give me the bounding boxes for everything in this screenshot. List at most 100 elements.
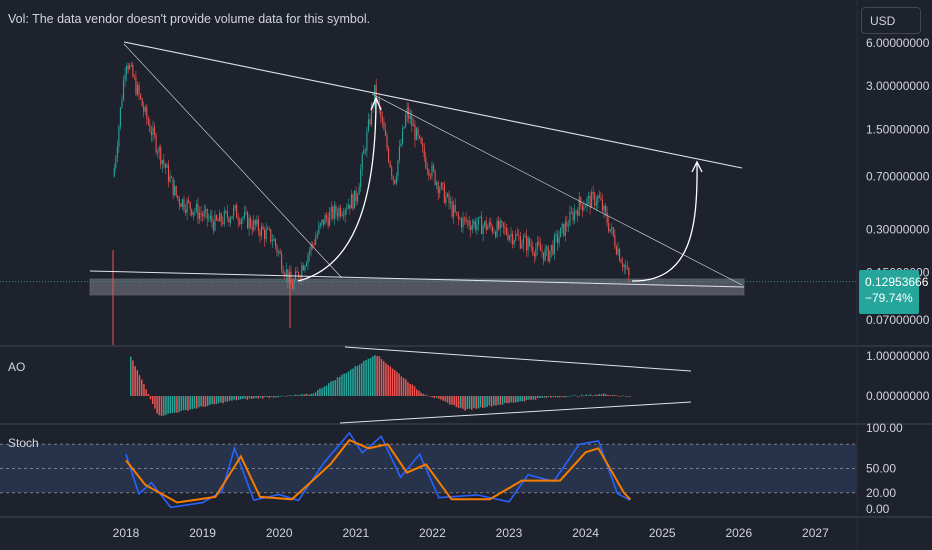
ao-bar	[473, 396, 475, 409]
ao-bar	[259, 396, 262, 398]
ao-bar	[446, 396, 449, 403]
ao-bar	[295, 394, 297, 396]
time-axis-tick: 2018	[113, 526, 140, 540]
candle-body	[609, 229, 611, 232]
ao-bar	[543, 396, 546, 398]
candle-body	[279, 251, 281, 254]
candle-body	[312, 243, 314, 245]
candle-body	[465, 218, 467, 222]
candle-body	[598, 195, 600, 198]
ao-bar	[420, 392, 422, 396]
ao-bar	[174, 396, 176, 413]
candle-body	[234, 205, 236, 209]
candle-body	[510, 233, 512, 236]
candle-body	[205, 208, 207, 212]
ao-bar	[475, 396, 477, 409]
candle-body	[580, 197, 582, 205]
ao-bar	[457, 396, 460, 409]
ao-bar	[248, 396, 251, 399]
candle-body	[361, 154, 363, 170]
ao-bar	[321, 388, 323, 396]
ao-bar	[466, 396, 469, 409]
currency-button[interactable]: USD	[861, 7, 921, 34]
ao-bar	[314, 392, 317, 396]
candle-body	[414, 124, 416, 140]
ao-bar	[306, 393, 308, 396]
ao-bar	[303, 394, 306, 396]
candle-body	[611, 227, 613, 230]
candle-body	[422, 143, 424, 147]
candle-body	[157, 151, 159, 153]
ao-bar	[493, 396, 495, 406]
candle-body	[276, 245, 278, 253]
candle-body	[432, 165, 435, 171]
candle-body	[202, 214, 204, 217]
ao-bar	[453, 396, 455, 406]
ao-bar	[323, 386, 326, 396]
ao-bar	[136, 370, 139, 396]
candle-body	[253, 220, 255, 231]
volume-note: Vol: The data vendor doesn't provide vol…	[8, 12, 371, 26]
candle-body	[212, 222, 214, 231]
ao-bar	[361, 363, 363, 396]
candle-body	[543, 252, 545, 261]
ao-bar	[244, 396, 246, 399]
ao-bar	[600, 394, 603, 396]
ao-bar	[204, 396, 207, 407]
candle-body	[476, 224, 478, 230]
candle-body	[615, 246, 617, 255]
candle-body	[330, 207, 332, 213]
candle-body	[153, 127, 156, 135]
candle-body	[597, 195, 599, 203]
candle-body	[192, 212, 194, 216]
ao-bar	[332, 380, 334, 396]
candle-body	[343, 214, 345, 216]
candle-body	[577, 211, 579, 216]
candle-body	[304, 266, 306, 271]
candle-body	[561, 223, 563, 228]
candle-body	[541, 250, 543, 253]
candle-body	[352, 194, 354, 209]
ao-bar	[152, 396, 154, 405]
candle-body	[394, 180, 396, 184]
candle-body	[316, 233, 318, 238]
candle-body	[349, 204, 351, 209]
ao-bar	[264, 396, 266, 398]
candle-body	[552, 244, 554, 255]
candle-body	[259, 231, 261, 237]
candle-body	[595, 202, 597, 206]
candle-body	[248, 217, 250, 229]
ao-bar	[134, 366, 136, 396]
candle-body	[603, 205, 605, 211]
ao-bar	[484, 396, 486, 408]
candle-body	[327, 218, 329, 226]
candle-body	[530, 245, 532, 247]
candle-body	[225, 211, 227, 213]
candle-body	[254, 220, 256, 225]
ao-bar	[429, 396, 431, 397]
ao-bar	[226, 396, 229, 402]
candle-body	[347, 204, 349, 209]
ao-bar	[576, 396, 579, 397]
ao-bar	[328, 383, 330, 396]
ao-bar	[257, 396, 260, 399]
candle-body	[152, 127, 154, 136]
candle-body	[549, 250, 551, 262]
ao-bar	[185, 396, 187, 411]
ao-bar	[367, 358, 370, 396]
candle-body	[118, 126, 120, 147]
candle-body	[496, 220, 498, 237]
candle-body	[299, 277, 301, 278]
trend-line	[123, 43, 343, 279]
ao-bar	[486, 396, 488, 407]
candle-body	[233, 208, 235, 217]
candle-body	[605, 205, 607, 213]
candle-body	[487, 226, 489, 230]
time-axis-tick: 2021	[342, 526, 369, 540]
candle-body	[391, 167, 393, 176]
stoch-axis-tick: 20.00	[866, 486, 896, 500]
time-axis-tick: 2024	[572, 526, 599, 540]
ao-bar	[165, 396, 167, 415]
candle-body	[228, 217, 230, 223]
